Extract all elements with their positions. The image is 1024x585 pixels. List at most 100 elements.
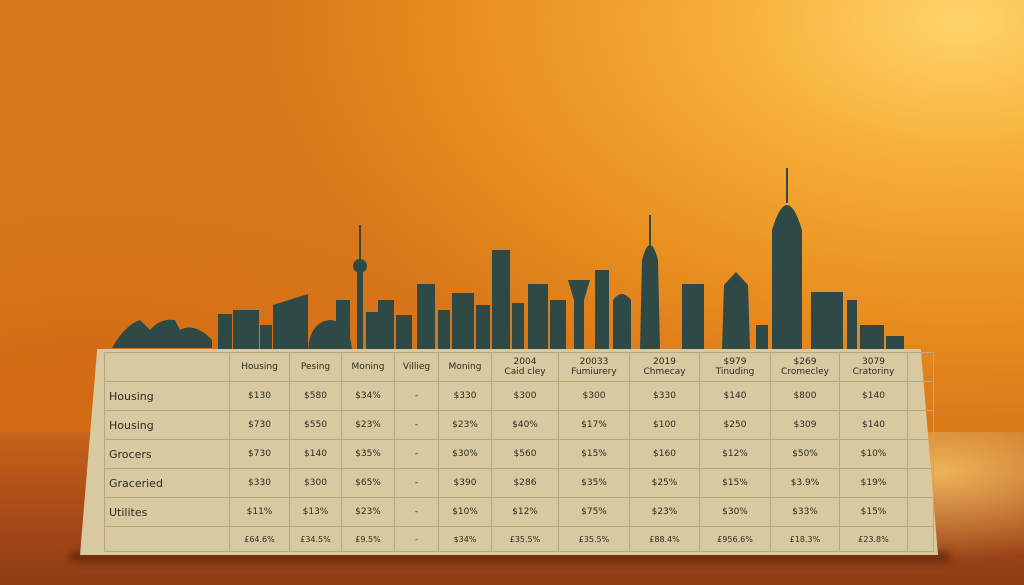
table-cell: $140: [289, 439, 342, 469]
table-cell: £23.8%: [839, 526, 908, 552]
spire: [786, 168, 788, 203]
row-label: [104, 526, 230, 552]
column-header: [907, 352, 934, 382]
building: [860, 325, 884, 350]
table-cell: $730: [229, 410, 290, 440]
building: [550, 300, 566, 350]
table-row: Housing $130 $580 $34% - $330 $300 $300 $330 $140…: [104, 381, 934, 411]
table-cell: $19%: [839, 468, 908, 498]
table-cell: [907, 381, 934, 411]
table-cell: $23%: [341, 410, 395, 440]
column-header: 20033 Fumiurery: [558, 352, 630, 382]
table-cell: $300: [289, 468, 342, 498]
table-cell: [907, 468, 934, 498]
table-cell: $330: [229, 468, 290, 498]
table-row: Graceried $330 $300 $65% - $390 $286 $35% $25% $1…: [104, 468, 934, 498]
table-cell: $250: [699, 410, 771, 440]
table-cell: $550: [289, 410, 342, 440]
table-header-row: Housing Pesing Moning Villieg Moning 2004 Cai…: [104, 352, 934, 382]
table-cell: $390: [438, 468, 492, 498]
building: [233, 310, 259, 350]
table-row: Housing $730 $550 $23% - $23% $40% $17% $100 $250…: [104, 410, 934, 440]
building: [396, 315, 412, 350]
building: [811, 292, 843, 350]
table-cell: £9.5%: [341, 526, 395, 552]
table-cell: $330: [629, 381, 700, 411]
table-cell: $10%: [438, 497, 492, 527]
cost-table: Housing Pesing Moning Villieg Moning 2004 Cai…: [104, 352, 934, 552]
building: [847, 300, 857, 350]
table-cell: $580: [289, 381, 342, 411]
building: [336, 300, 350, 350]
table-cell: $12%: [491, 497, 559, 527]
row-label: Housing: [104, 410, 230, 440]
table-cell: $23%: [341, 497, 395, 527]
building: [595, 270, 609, 350]
column-header: Pesing: [289, 352, 342, 382]
building: [756, 325, 768, 350]
column-header: [104, 352, 230, 382]
table-cell: $75%: [558, 497, 630, 527]
column-header: 3079 Cratoriny: [839, 352, 908, 382]
column-header: 2004 Caid cley: [491, 352, 559, 382]
building: [218, 314, 232, 350]
table-cell: $13%: [289, 497, 342, 527]
table-row: Grocers $730 $140 $35% - $30% $560 $15% $160 $12%…: [104, 439, 934, 469]
table-cell: $140: [839, 381, 908, 411]
table-cell: $330: [438, 381, 492, 411]
table-cell: £64.6%: [229, 526, 290, 552]
table-cell: $15%: [558, 439, 630, 469]
building: [682, 284, 704, 350]
table-cell: $30%: [438, 439, 492, 469]
table-cell: $309: [770, 410, 840, 440]
building: [528, 284, 548, 350]
table-cell: £956.6%: [699, 526, 771, 552]
table-cell: $140: [839, 410, 908, 440]
column-header: Villieg: [394, 352, 439, 382]
table-cell: [907, 526, 934, 552]
column-header: 2019 Chmecay: [629, 352, 700, 382]
table-cell: $35%: [341, 439, 395, 469]
table-cell: $30%: [699, 497, 771, 527]
tower: [568, 280, 590, 350]
table-cell: $140: [699, 381, 771, 411]
table-cell: $35%: [558, 468, 630, 498]
table-cell: -: [394, 439, 439, 469]
table-cell: £34.5%: [289, 526, 342, 552]
building: [366, 312, 378, 350]
table-cell: £18.3%: [770, 526, 840, 552]
table-cell: $730: [229, 439, 290, 469]
paper-shadow: [70, 552, 950, 562]
building: [886, 336, 904, 350]
building: [452, 293, 474, 350]
table-cell: $130: [229, 381, 290, 411]
building: [512, 303, 524, 350]
tall-tower: [492, 250, 510, 350]
spire: [649, 215, 651, 245]
table-cell: $300: [558, 381, 630, 411]
building: [417, 284, 435, 350]
building: [476, 305, 490, 350]
table-cell: $300: [491, 381, 559, 411]
table-row: £64.6% £34.5% £9.5% - $34% £35.5% £35.5% £88.4%…: [104, 526, 934, 552]
table-cell: $12%: [699, 439, 771, 469]
row-label: Grocers: [104, 439, 230, 469]
table-cell: £35.5%: [491, 526, 559, 552]
table-cell: $65%: [341, 468, 395, 498]
building: [722, 272, 750, 350]
row-label: Utilites: [104, 497, 230, 527]
opera-house-building: [112, 319, 212, 348]
table-cell: $15%: [839, 497, 908, 527]
table-cell: $800: [770, 381, 840, 411]
table-cell: [907, 439, 934, 469]
building: [273, 294, 308, 350]
table-cell: $10%: [839, 439, 908, 469]
column-header: Moning: [438, 352, 492, 382]
row-label: Graceried: [104, 468, 230, 498]
table-cell: $23%: [438, 410, 492, 440]
table-cell: [907, 410, 934, 440]
tall-spire-tower: [772, 205, 802, 350]
table-cell: $34%: [341, 381, 395, 411]
table-cell: $560: [491, 439, 559, 469]
table-cell: -: [394, 526, 439, 552]
